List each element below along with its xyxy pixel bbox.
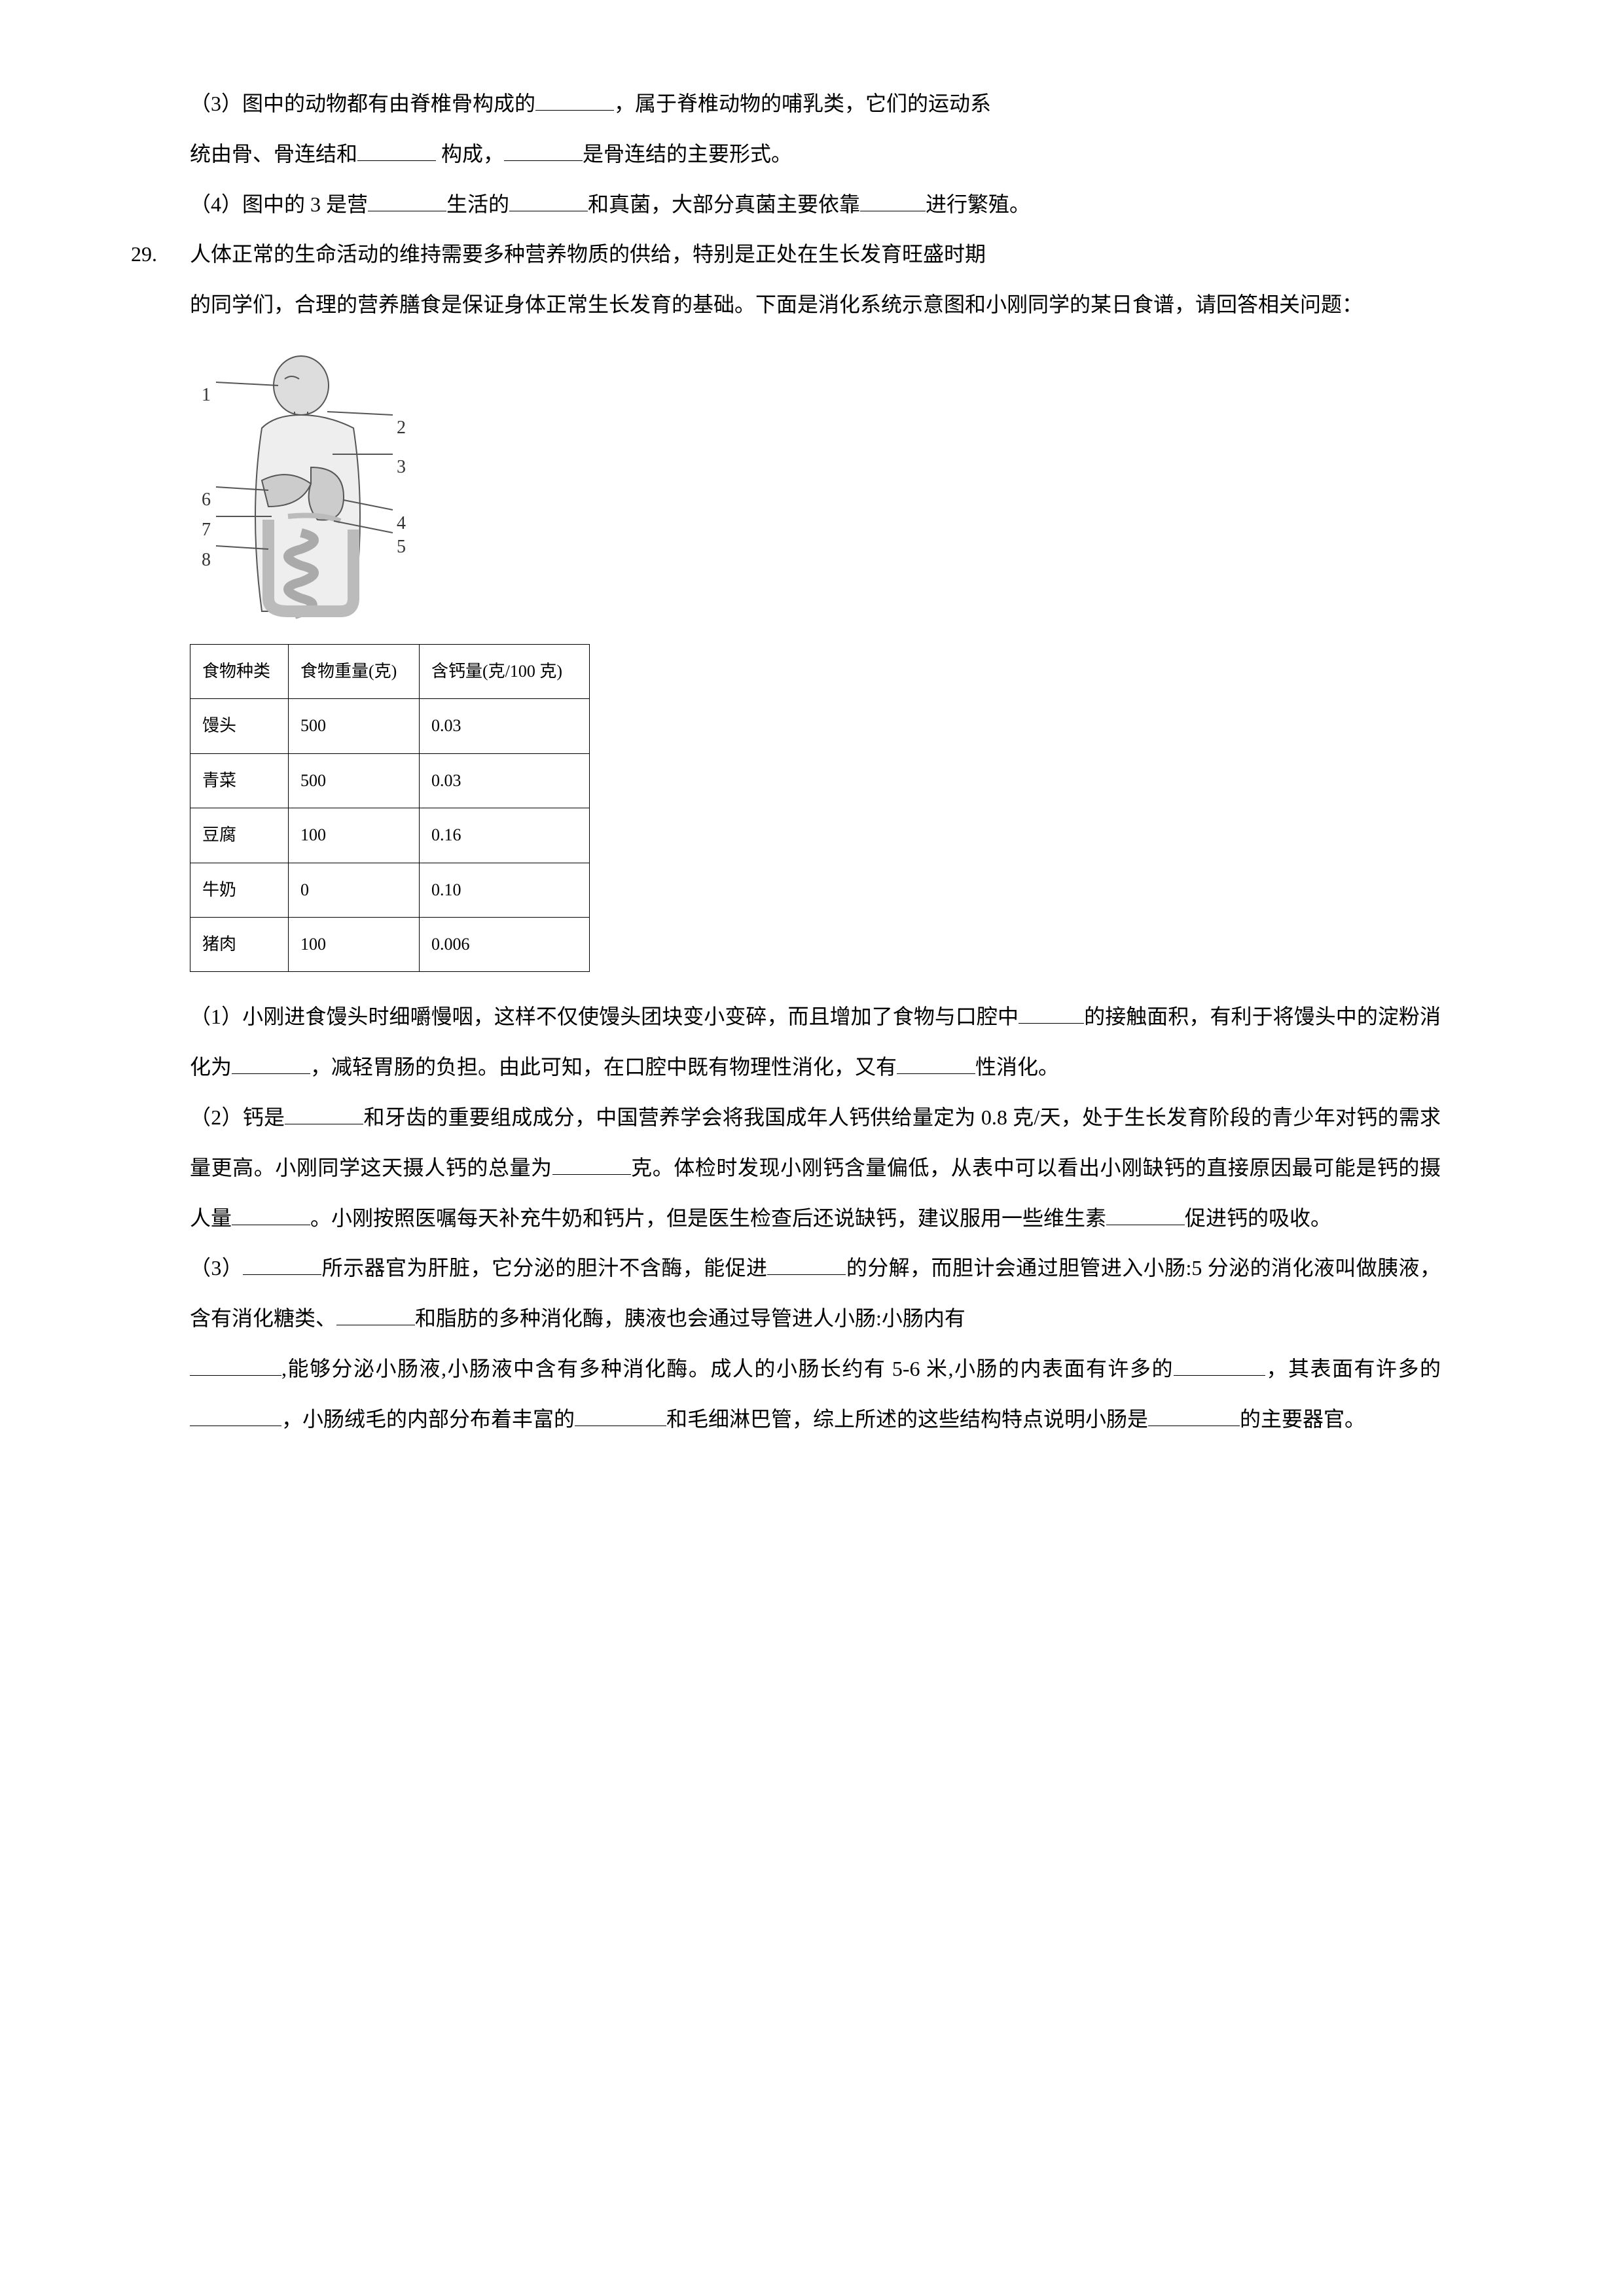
blank <box>1174 1353 1265 1376</box>
text: ，减轻胃肠的负担。由此可知，在口腔中既有物理性消化，又有 <box>310 1055 897 1079</box>
cell: 100 <box>289 808 420 863</box>
diagram-label-2: 2 <box>397 406 406 450</box>
text: 所示器官为肝脏，它分泌的胆汁不含酶，能促进 <box>321 1256 767 1280</box>
digestive-system-icon <box>190 350 425 631</box>
q28-p3-line1: （3）图中的动物都有由脊椎骨构成的 ，属于脊椎动物的哺乳类，它们的运动系 <box>131 79 1441 129</box>
blank <box>190 1403 281 1426</box>
text: 和真菌，大部分真菌主要依靠 <box>588 192 860 216</box>
text: 统由骨、骨连结和 <box>190 142 357 166</box>
diagram-label-3: 3 <box>397 445 406 489</box>
digestive-diagram-wrap: 1 2 3 4 5 6 7 8 <box>131 350 1441 631</box>
blank <box>1148 1403 1240 1426</box>
food-calcium-table: 食物种类 食物重量(克) 含钙量(克/100 克) 馒头 500 0.03 青菜… <box>190 644 590 972</box>
cell: 100 <box>289 917 420 971</box>
text: （1）小刚进食馒头时细嚼慢咽，这样不仅使馒头团块变小变碎，而且增加了食物与口腔中 <box>190 1005 1019 1028</box>
blank <box>232 1202 310 1225</box>
blank <box>504 138 583 161</box>
col-calcium: 含钙量(克/100 克) <box>420 644 590 698</box>
diagram-label-5: 5 <box>397 525 406 569</box>
q28-p4: （4）图中的 3 是营 生活的 和真菌，大部分真菌主要依靠 进行繁殖。 <box>131 179 1441 230</box>
question-number: 29. <box>131 229 190 279</box>
table-row: 馒头 500 0.03 <box>190 699 590 753</box>
text: （4）图中的 3 是营 <box>190 192 368 216</box>
text: 生活的 <box>446 192 509 216</box>
blank <box>575 1403 666 1426</box>
blank <box>1019 1001 1084 1024</box>
cell: 0.10 <box>420 863 590 917</box>
q29-p2: （2）钙是和牙齿的重要组成成分，中国营养学会将我国成年人钙供给量定为 0.8 克… <box>131 1092 1441 1243</box>
cell: 500 <box>289 753 420 808</box>
cell: 青菜 <box>190 753 289 808</box>
cell: 0.006 <box>420 917 590 971</box>
text: 进行繁殖。 <box>926 192 1030 216</box>
blank <box>357 138 436 161</box>
text: 和毛细淋巴管，综上所述的这些结构特点说明小肠是 <box>666 1407 1148 1431</box>
text: 促进钙的吸收。 <box>1185 1206 1331 1230</box>
text: （2）钙是 <box>190 1105 285 1129</box>
table-row: 青菜 500 0.03 <box>190 753 590 808</box>
blank <box>190 1353 281 1376</box>
cell: 500 <box>289 699 420 753</box>
q29: 29. 人体正常的生命活动的维持需要多种营养物质的供给，特别是正处在生长发育旺盛… <box>131 229 1441 279</box>
col-food: 食物种类 <box>190 644 289 698</box>
q29-p1: （1）小刚进食馒头时细嚼慢咽，这样不仅使馒头团块变小变碎，而且增加了食物与口腔中… <box>131 992 1441 1092</box>
text: ，小肠绒毛的内部分布着丰富的 <box>281 1407 575 1431</box>
text: 构成， <box>436 142 504 166</box>
text: ，属于脊椎动物的哺乳类，它们的运动系 <box>614 92 991 115</box>
cell: 豆腐 <box>190 808 289 863</box>
blank <box>336 1302 415 1325</box>
q29-intro-line2: 的同学们，合理的营养膳食是保证身体正常生长发育的基础。下面是消化系统示意图和小刚… <box>131 279 1441 330</box>
table-row: 牛奶 0 0.10 <box>190 863 590 917</box>
text: 的主要器官。 <box>1240 1407 1365 1431</box>
text: ，其表面有许多的 <box>1265 1357 1441 1380</box>
blank <box>552 1152 631 1175</box>
blank <box>243 1252 321 1275</box>
digestive-diagram: 1 2 3 4 5 6 7 8 <box>190 350 425 631</box>
cell: 猪肉 <box>190 917 289 971</box>
food-table-wrap: 食物种类 食物重量(克) 含钙量(克/100 克) 馒头 500 0.03 青菜… <box>131 644 1441 972</box>
blank <box>285 1102 363 1124</box>
cell: 0.03 <box>420 753 590 808</box>
q29-p3: （3）所示器官为肝脏，它分泌的胆汁不含酶，能促进的分解，而胆计会通过胆管进入小肠… <box>131 1243 1441 1444</box>
blank <box>860 188 926 211</box>
cell: 馒头 <box>190 699 289 753</box>
cell: 0.03 <box>420 699 590 753</box>
cell: 牛奶 <box>190 863 289 917</box>
q28-p3-line2: 统由骨、骨连结和 构成， 是骨连结的主要形式。 <box>131 129 1441 179</box>
col-weight: 食物重量(克) <box>289 644 420 698</box>
cell: 0 <box>289 863 420 917</box>
page-content: （3）图中的动物都有由脊椎骨构成的 ，属于脊椎动物的哺乳类，它们的运动系 统由骨、… <box>131 79 1441 1444</box>
text: 和脂肪的多种消化酶，胰液也会通过导管进人小肠:小肠内有 <box>415 1306 965 1330</box>
diagram-label-8: 8 <box>202 538 211 582</box>
cell: 0.16 <box>420 808 590 863</box>
blank <box>232 1051 310 1074</box>
blank <box>897 1051 975 1074</box>
diagram-label-1: 1 <box>202 373 211 417</box>
table-header-row: 食物种类 食物重量(克) 含钙量(克/100 克) <box>190 644 590 698</box>
q29-intro-line1: 人体正常的生命活动的维持需要多种营养物质的供给，特别是正处在生长发育旺盛时期 <box>190 229 1441 279</box>
text: ,能够分泌小肠液,小肠液中含有多种消化酶。成人的小肠长约有 5-6 米,小肠的内… <box>281 1357 1174 1380</box>
blank <box>368 188 446 211</box>
blank <box>535 88 614 111</box>
text: 。小刚按照医嘱每天补充牛奶和钙片，但是医生检查后还说缺钙，建议服用一些维生素 <box>310 1206 1106 1230</box>
text: 是骨连结的主要形式。 <box>583 142 792 166</box>
text: 性消化。 <box>975 1055 1059 1079</box>
table-row: 豆腐 100 0.16 <box>190 808 590 863</box>
question-body: 人体正常的生命活动的维持需要多种营养物质的供给，特别是正处在生长发育旺盛时期 <box>190 229 1441 279</box>
table-row: 猪肉 100 0.006 <box>190 917 590 971</box>
text: （3）图中的动物都有由脊椎骨构成的 <box>190 92 535 115</box>
text: （3） <box>190 1256 243 1280</box>
blank <box>767 1252 846 1275</box>
blank <box>1106 1202 1185 1225</box>
blank <box>509 188 588 211</box>
